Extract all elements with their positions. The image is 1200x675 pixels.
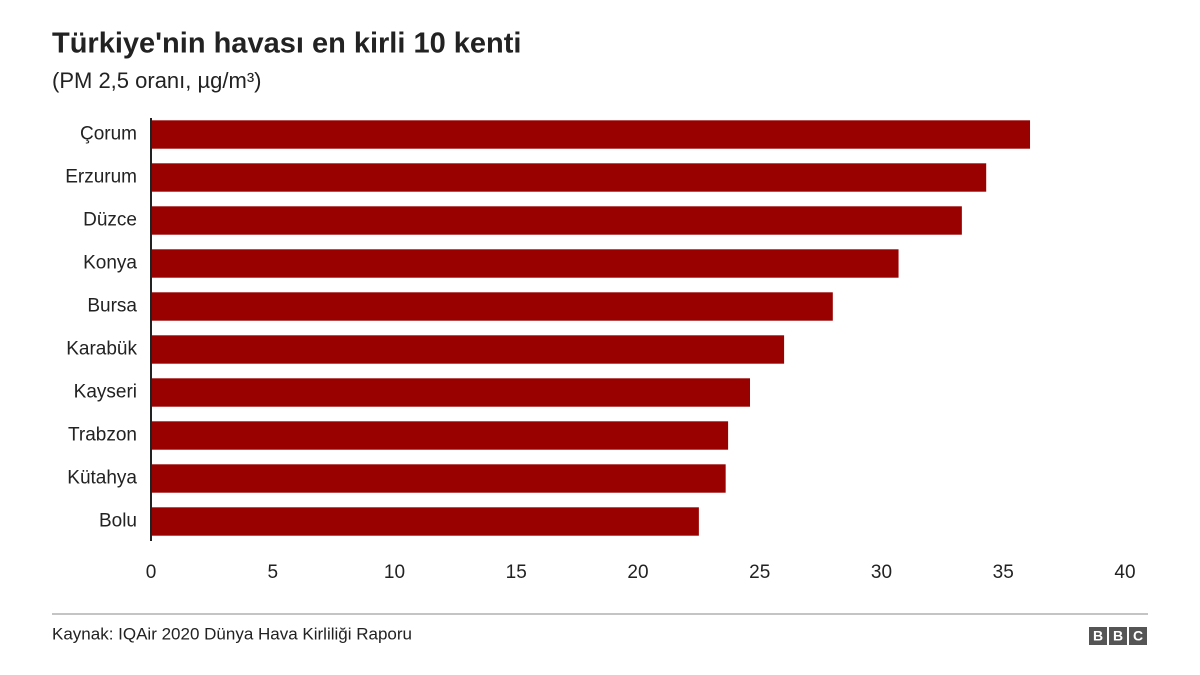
logo-letter: B xyxy=(1113,628,1123,644)
logo-letter: B xyxy=(1093,628,1103,644)
y-tick-label: Konya xyxy=(83,253,137,274)
bar xyxy=(151,120,1031,149)
bar xyxy=(151,378,751,407)
logo-box xyxy=(1109,627,1127,645)
source: Kaynak: IQAir 2020 Dünya Hava Kirliliği … xyxy=(52,624,412,643)
bar xyxy=(151,507,699,536)
x-tick-label: 25 xyxy=(749,562,770,583)
logo-box xyxy=(1129,627,1147,645)
y-tick-label: Erzurum xyxy=(65,167,137,188)
bar xyxy=(151,421,729,450)
bbc-logo: B B C xyxy=(1089,627,1147,645)
y-tick-label: Trabzon xyxy=(68,425,137,446)
chart-subtitle: (PM 2,5 oranı, µg/m³) xyxy=(52,68,262,93)
x-tick-label: 5 xyxy=(267,562,278,583)
x-tick-label: 10 xyxy=(384,562,405,583)
x-tick-label: 35 xyxy=(993,562,1014,583)
chart-title: Türkiye'nin havası en kirli 10 kenti xyxy=(52,28,521,60)
y-tick-label: Çorum xyxy=(80,124,137,145)
bar xyxy=(151,464,726,493)
bar xyxy=(151,249,899,278)
x-tick-label: 0 xyxy=(146,562,157,583)
y-tick-label: Kayseri xyxy=(74,382,137,403)
x-tick-label: 40 xyxy=(1114,562,1135,583)
bar xyxy=(151,163,987,192)
x-tick-label: 15 xyxy=(506,562,527,583)
bar xyxy=(151,206,962,235)
y-tick-label: Bolu xyxy=(99,511,137,532)
y-tick-label: Bursa xyxy=(87,296,137,317)
y-tick-label: Karabük xyxy=(66,339,137,360)
bar xyxy=(151,335,785,364)
y-tick-label: Kütahya xyxy=(67,468,137,489)
logo-box xyxy=(1089,627,1107,645)
x-tick-label: 30 xyxy=(871,562,892,583)
y-tick-label: Düzce xyxy=(83,210,137,231)
x-tick-label: 20 xyxy=(627,562,648,583)
logo-letter: C xyxy=(1133,628,1143,644)
bar xyxy=(151,292,833,321)
